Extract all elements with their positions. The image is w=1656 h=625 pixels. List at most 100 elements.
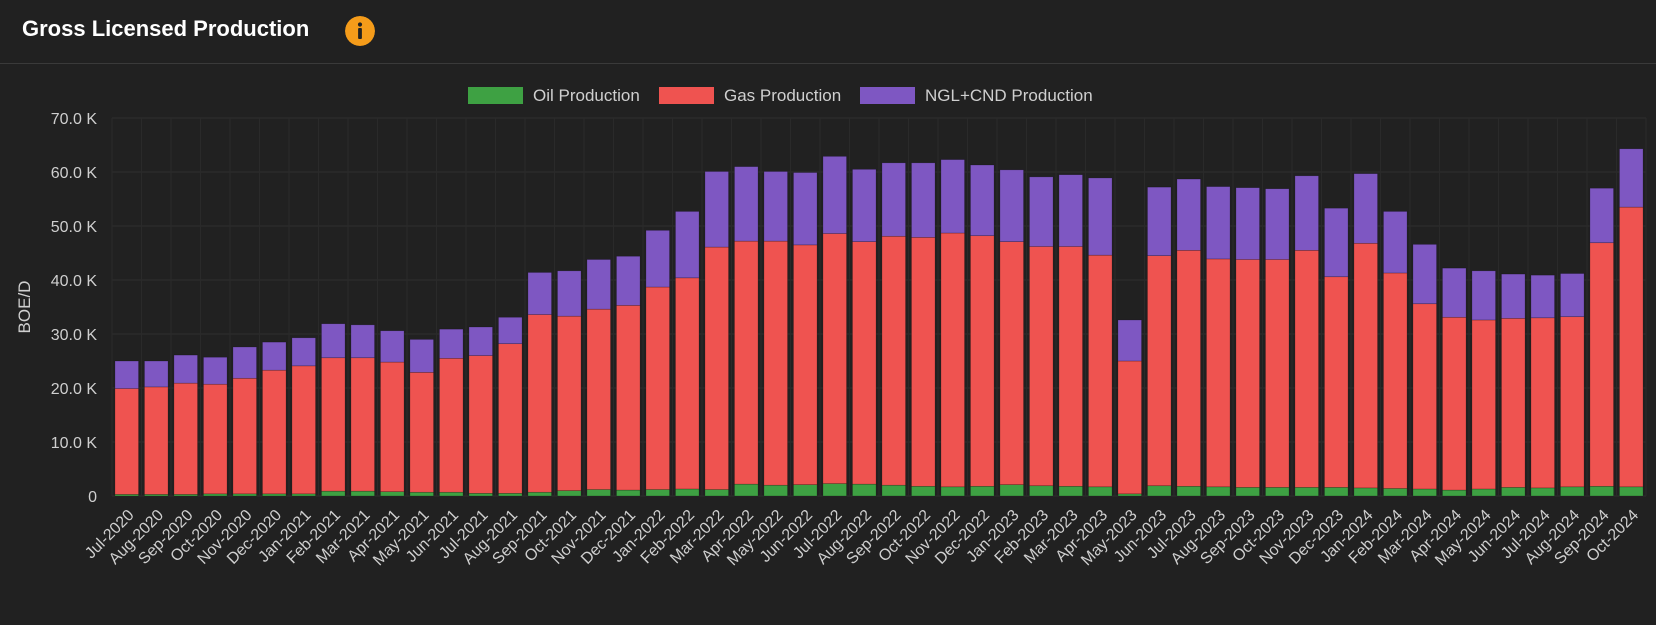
bar-gas-production <box>704 246 729 490</box>
bar-gas-production <box>409 372 434 493</box>
bar-gas-production <box>822 233 847 484</box>
bar-gas-production <box>881 235 906 486</box>
bar-gas-production <box>734 240 759 485</box>
bar-ngl-cnd-production <box>1176 178 1201 251</box>
bar-gas-production <box>439 357 464 493</box>
bar-gas-production <box>970 235 995 487</box>
bar-gas-production <box>616 305 641 491</box>
bar-gas-production <box>203 383 228 495</box>
page-title: Gross Licensed Production <box>22 16 310 41</box>
bar-gas-production <box>999 241 1024 485</box>
bar-ngl-cnd-production <box>173 354 198 384</box>
bar-ngl-cnd-production <box>1235 187 1260 260</box>
bar-oil-production <box>1088 486 1113 497</box>
bar-oil-production <box>1442 489 1467 497</box>
bar-gas-production <box>173 382 198 495</box>
bar-ngl-cnd-production <box>291 337 316 367</box>
bar-oil-production <box>1206 486 1231 497</box>
bar-oil-production <box>1471 488 1496 497</box>
bar-gas-production <box>232 377 257 495</box>
bar-oil-production <box>557 490 582 497</box>
bar-oil-production <box>1176 485 1201 497</box>
bar-ngl-cnd-production <box>350 324 375 359</box>
bar-oil-production <box>291 493 316 497</box>
bar-gas-production <box>763 240 788 486</box>
bar-oil-production <box>1353 487 1378 497</box>
bar-gas-production <box>468 355 493 494</box>
y-tick-label: 50.0 K <box>51 219 98 236</box>
bar-ngl-cnd-production <box>1324 207 1349 278</box>
bar-gas-production <box>911 237 936 487</box>
bar-ngl-cnd-production <box>1589 187 1614 244</box>
bar-gas-production <box>1058 246 1083 487</box>
bar-oil-production <box>1029 485 1054 497</box>
info-icon[interactable] <box>345 16 375 46</box>
y-tick-label: 10.0 K <box>51 435 98 452</box>
bar-gas-production <box>1353 242 1378 489</box>
bar-gas-production <box>645 286 670 490</box>
bar-gas-production <box>498 343 523 494</box>
bar-oil-production <box>1530 487 1555 497</box>
y-tick-label: 60.0 K <box>51 165 98 182</box>
bar-oil-production <box>616 489 641 497</box>
legend-swatch <box>659 87 714 104</box>
bar-ngl-cnd-production <box>1560 273 1585 318</box>
y-tick-label: 30.0 K <box>51 327 98 344</box>
bar-ngl-cnd-production <box>822 156 847 234</box>
bar-oil-production <box>321 490 346 497</box>
bar-ngl-cnd-production <box>144 360 169 388</box>
bar-ngl-cnd-production <box>1530 274 1555 319</box>
bar-oil-production <box>1501 487 1526 497</box>
bar-gas-production <box>380 361 405 492</box>
bar-gas-production <box>1176 250 1201 487</box>
bar-oil-production <box>822 483 847 497</box>
bar-ngl-cnd-production <box>203 356 228 385</box>
bar-ngl-cnd-production <box>1117 319 1142 362</box>
bar-gas-production <box>262 369 287 495</box>
legend-swatch <box>468 87 523 104</box>
bar-oil-production <box>1589 485 1614 497</box>
bar-gas-production <box>586 308 611 490</box>
bar-gas-production <box>1560 316 1585 488</box>
bar-oil-production <box>350 490 375 497</box>
bar-ngl-cnd-production <box>1029 176 1054 247</box>
bar-oil-production <box>380 491 405 497</box>
bar-ngl-cnd-production <box>586 259 611 310</box>
bar-gas-production <box>144 386 169 495</box>
bar-oil-production <box>439 491 464 497</box>
bar-oil-production <box>409 491 434 497</box>
bar-gas-production <box>1412 303 1437 490</box>
bar-ngl-cnd-production <box>114 360 139 389</box>
bar-oil-production <box>1324 487 1349 497</box>
bar-ngl-cnd-production <box>999 169 1024 242</box>
bar-gas-production <box>321 357 346 492</box>
legend-label: Oil Production <box>533 86 640 105</box>
bar-gas-production <box>1206 258 1231 488</box>
bar-oil-production <box>1147 485 1172 497</box>
bar-oil-production <box>203 493 228 497</box>
bar-ngl-cnd-production <box>557 270 582 317</box>
bar-oil-production <box>586 489 611 497</box>
y-tick-label: 70.0 K <box>51 111 98 128</box>
bar-gas-production <box>1530 317 1555 489</box>
bar-oil-production <box>881 484 906 497</box>
bar-ngl-cnd-production <box>1442 267 1467 318</box>
bar-ngl-cnd-production <box>1412 244 1437 305</box>
y-tick-label: 40.0 K <box>51 273 98 290</box>
bar-oil-production <box>793 484 818 497</box>
bar-oil-production <box>763 484 788 497</box>
bar-oil-production <box>940 486 965 497</box>
bar-gas-production <box>852 241 877 485</box>
bar-gas-production <box>1147 255 1172 487</box>
bar-oil-production <box>1117 493 1142 497</box>
bar-oil-production <box>1560 486 1585 497</box>
bar-gas-production <box>1442 316 1467 491</box>
bar-gas-production <box>1471 319 1496 490</box>
bar-oil-production <box>970 485 995 497</box>
bar-oil-production <box>1412 488 1437 497</box>
bar-oil-production <box>675 488 700 497</box>
bar-ngl-cnd-production <box>262 341 287 371</box>
bar-oil-production <box>1265 487 1290 497</box>
bar-gas-production <box>527 314 552 493</box>
bar-ngl-cnd-production <box>1294 175 1319 251</box>
